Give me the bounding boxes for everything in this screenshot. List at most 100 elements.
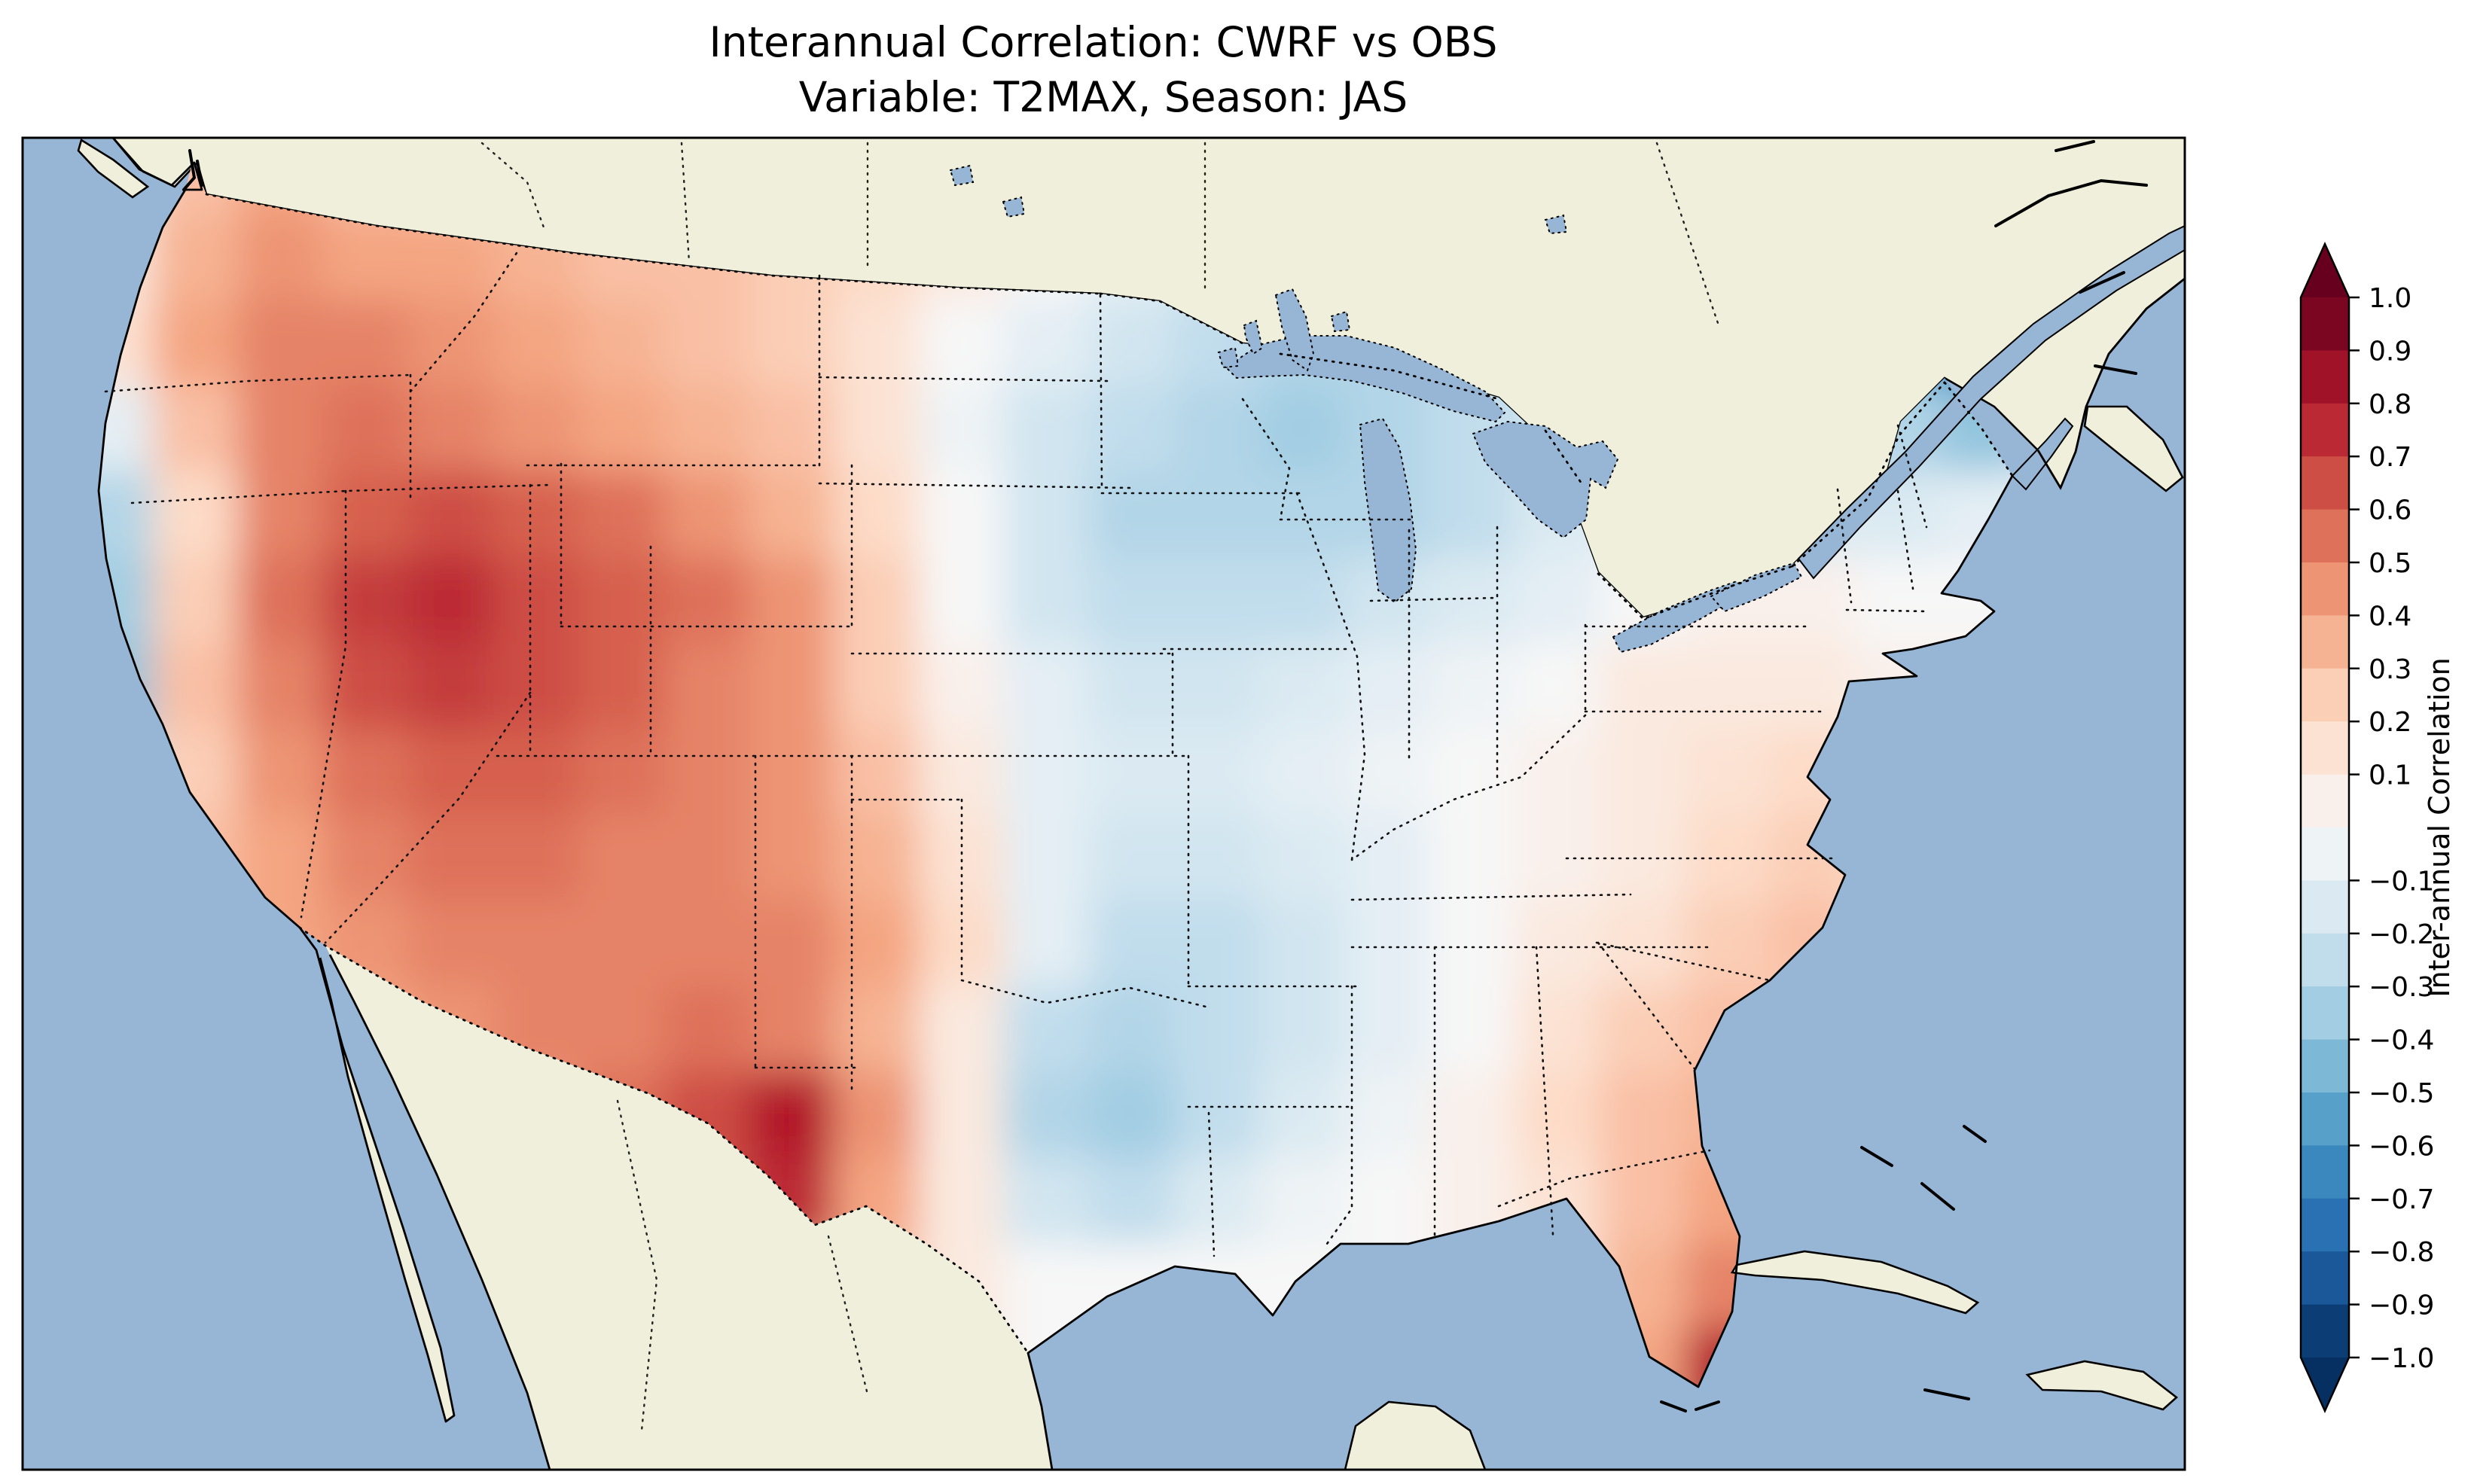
colorbar-band — [2301, 668, 2349, 722]
st-lawrence-river — [1797, 224, 2185, 580]
heatmap-cell — [323, 815, 409, 901]
colorbar-ticks: 1.0 0.9 0.8 0.7 0.6 0.5 0.4 0.3 0.2 0.1 −0.1 −0.2 −0… — [2349, 283, 2434, 1374]
heatmap-cell — [1685, 900, 1771, 987]
colorbar-tick-label: 0.8 — [2369, 389, 2411, 420]
anticosti-island — [2079, 271, 2125, 294]
colorbar-band — [2301, 350, 2349, 404]
canadian-lake-ontario-north — [1544, 214, 1568, 235]
colorbar-band — [2301, 827, 2349, 881]
hispaniola — [2025, 1360, 2179, 1411]
heatmap-cell — [1600, 1072, 1685, 1159]
colorbar-tick-label: −0.6 — [2369, 1131, 2434, 1162]
heatmap-cell — [919, 1158, 1005, 1245]
heatmap-cell — [2195, 729, 2281, 815]
heatmap-cell — [1429, 1072, 1515, 1159]
heatmap-cell — [919, 815, 1005, 901]
colorbar-band — [2301, 1198, 2349, 1252]
heatmap-cell — [834, 1072, 920, 1159]
heatmap-cell — [1429, 815, 1515, 901]
colorbar-band — [2301, 880, 2349, 934]
heatmap-cell — [2195, 1244, 2281, 1330]
heatmap-cell — [1600, 900, 1685, 987]
heatmap-cell — [1344, 1158, 1430, 1245]
lake-michigan — [1359, 417, 1417, 604]
heatmap-cell — [919, 986, 1005, 1073]
colorbar-tick-label: 0.3 — [2369, 654, 2411, 685]
colorbar-tick-label: −0.1 — [2369, 866, 2434, 897]
bay-of-fundy — [2011, 417, 2074, 491]
heatmap-cell — [578, 471, 664, 558]
heatmap-cell — [578, 900, 664, 987]
heatmap-cell — [1685, 643, 1771, 730]
heatmap-cell — [323, 643, 409, 730]
heatmap-cell — [578, 986, 664, 1073]
heatmap-cell — [408, 385, 494, 472]
heatmap-cell — [2195, 1072, 2281, 1159]
colorbar-band — [2301, 1039, 2349, 1093]
heatmap-cell — [1855, 557, 1941, 644]
heatmap-cell — [2195, 557, 2281, 644]
colorbar-band — [2301, 1092, 2349, 1146]
colorbar-band — [2301, 933, 2349, 987]
heatmap-cell — [1429, 557, 1515, 644]
heatmap-cell — [153, 643, 239, 730]
heatmap-cell — [493, 643, 579, 730]
heatmap-cell — [238, 471, 324, 558]
map-frame — [21, 136, 2186, 1471]
colorbar-tick-label: 0.9 — [2369, 336, 2411, 367]
heatmap-cell — [1004, 643, 1090, 730]
heatmap-cell — [1004, 1158, 1090, 1245]
bahamas — [1860, 1125, 1987, 1211]
heatmap-cell — [323, 471, 409, 558]
heatmap-cell — [663, 986, 749, 1073]
colorbar-extend-min — [2301, 1358, 2349, 1411]
national-borders — [205, 193, 2014, 1354]
heatmap-cell — [1685, 815, 1771, 901]
heatmap-cell — [2025, 42, 2111, 129]
lake-winnipeg — [1274, 288, 1315, 372]
heatmap-cell — [1515, 1072, 1600, 1159]
jamaica — [1923, 1388, 1970, 1400]
colorbar-band — [2301, 1304, 2349, 1358]
heatmap-cell — [1259, 1158, 1345, 1245]
heatmap-cell — [1600, 986, 1685, 1073]
heatmap-cell — [1089, 729, 1175, 815]
colorbar-band — [2301, 297, 2349, 351]
colorbar-tick-label: −0.3 — [2369, 972, 2434, 1003]
colorbar-band — [2301, 403, 2349, 457]
heatmap-cell — [238, 385, 324, 472]
heatmap-cell — [1174, 1072, 1260, 1159]
heatmap-cell — [153, 557, 239, 644]
heatmap-cell — [1089, 300, 1175, 386]
baja-california — [300, 928, 454, 1422]
heatmap-cell — [749, 471, 834, 558]
state-borders — [104, 247, 1929, 1257]
colorbar-band — [2301, 456, 2349, 510]
heatmap-cell — [1174, 986, 1260, 1073]
heatmap-cell — [1089, 1072, 1175, 1159]
heatmap-cell — [493, 385, 579, 472]
heatmap-cell — [2195, 900, 2281, 987]
small-islands — [182, 140, 2148, 1412]
heatmap-cell — [323, 729, 409, 815]
heatmap-cell — [919, 1072, 1005, 1159]
heatmap-cell — [1174, 471, 1260, 558]
heatmap-cell — [1344, 900, 1430, 987]
heatmap-cell — [663, 557, 749, 644]
colorbar-tick-label: 0.2 — [2369, 707, 2411, 738]
heatmap-cell — [0, 42, 69, 129]
heatmap-cell — [1344, 729, 1430, 815]
heatmap-cell — [323, 42, 409, 129]
colorbar-tick-label: −0.8 — [2369, 1237, 2434, 1268]
heatmap-cell — [1259, 557, 1345, 644]
heatmap-cell — [238, 214, 324, 300]
colorbar-tick-label: 0.7 — [2369, 442, 2411, 473]
heatmap-cell — [1174, 729, 1260, 815]
heatmap-cell — [493, 729, 579, 815]
heatmap-cell — [1004, 1244, 1090, 1330]
lake-nipigon — [1330, 310, 1351, 333]
heatmap-cell — [1344, 1072, 1430, 1159]
heatmap-cell — [238, 729, 324, 815]
heatmap-cell — [749, 385, 834, 472]
heatmap-cell — [1174, 900, 1260, 987]
